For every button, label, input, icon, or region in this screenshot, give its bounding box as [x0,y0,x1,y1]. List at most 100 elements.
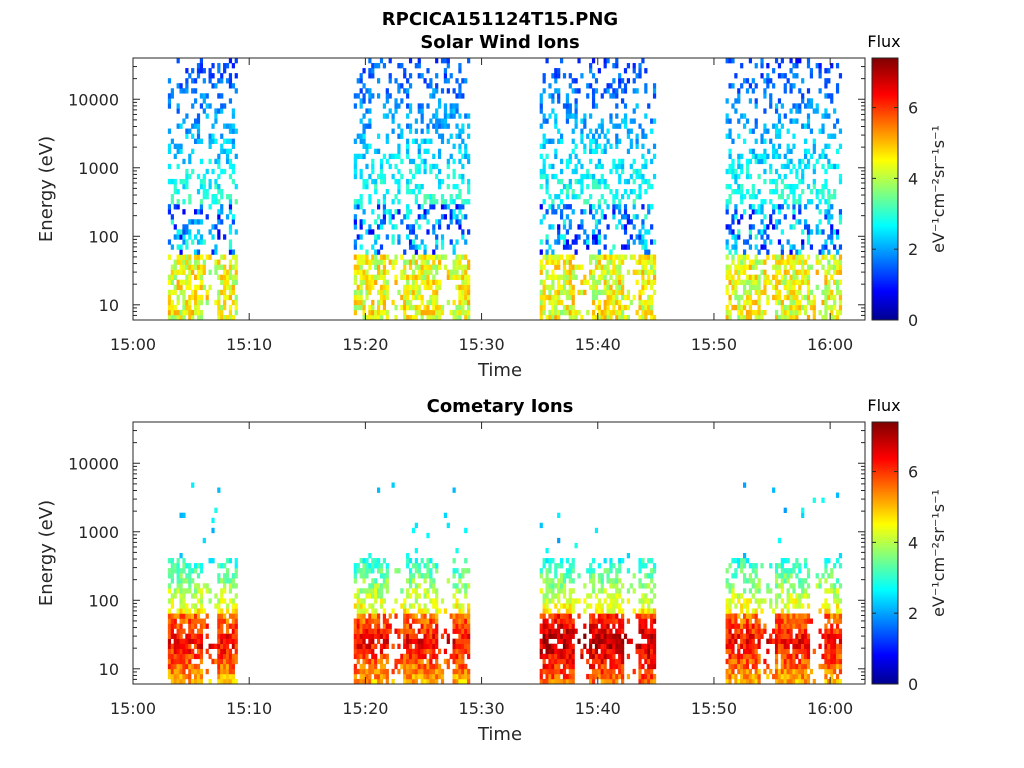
spectrogram-cell [188,314,192,321]
spectrogram-cell [734,573,738,579]
spectrogram-cell [591,628,596,634]
spectrogram-cell [754,648,758,655]
spectrogram-cell [211,658,215,665]
spectrogram-cell [461,178,465,185]
spectrogram-cell [652,153,657,160]
spectrogram-cell [377,204,381,210]
spectrogram-cell [647,299,651,306]
spectrogram-cell [783,678,787,685]
spectrogram-cell [798,204,802,210]
spectrogram-cell [647,274,651,280]
spectrogram-cell [594,259,599,265]
spectrogram-cell [406,93,410,99]
spectrogram-cell [786,143,790,149]
spectrogram-cell [751,279,755,286]
spectrogram-cell [426,83,430,89]
spectrogram-cell [644,658,648,665]
spectrogram-cell [560,623,564,629]
spectrogram-cell [408,623,413,629]
spectrogram-cell [170,219,174,225]
spectrogram-cell [234,274,238,280]
spectrogram-cell [208,678,212,685]
spectrogram-cell [196,284,201,291]
spectrogram-cell [182,512,186,519]
spectrogram-cell [609,618,613,624]
spectrogram-cell [589,254,593,260]
spectrogram-cell [777,128,782,134]
spectrogram-cell [217,663,221,670]
spectrogram-cell [838,214,843,220]
spectrogram-cell [571,648,575,655]
spectrogram-cell [560,653,564,660]
spectrogram-cell [571,309,575,316]
spectrogram-cell [615,269,619,275]
spectrogram-cell [228,304,233,311]
spectrogram-cell [824,113,828,119]
spectrogram-cell [760,309,764,316]
spectrogram-cell [461,274,465,280]
spectrogram-cell [214,244,218,250]
spectrogram-cell [173,264,177,270]
spectrogram-cell [365,588,369,594]
spectrogram-cell [560,613,564,619]
spectrogram-cell [650,309,654,316]
spectrogram-cell [606,204,610,210]
spectrogram-cell [182,229,186,235]
spectrogram-cell [763,148,767,155]
spectrogram-cell [766,673,770,680]
spectrogram-cell [234,88,238,94]
spectrogram-cell [731,58,735,64]
spectrogram-cell [780,668,784,675]
spectrogram-cell [417,168,421,175]
spectrogram-cell [833,269,837,275]
spectrogram-cell [621,608,625,614]
spectrogram-cell [179,608,183,614]
spectrogram-cell [777,289,782,296]
spectrogram-cell [618,643,622,650]
spectrogram-cell [821,289,825,296]
spectrogram-cell [743,194,747,200]
spectrogram-cell [429,653,433,660]
spectrogram-cell [199,623,204,629]
spectrogram-cell [353,219,357,225]
spectrogram-cell [772,284,776,291]
spectrogram-cell [464,568,468,574]
spectrogram-cell [458,88,462,94]
spectrogram-cell [231,289,235,296]
spectrogram-cell [763,623,767,629]
spectrogram-cell [594,603,599,609]
spectrogram-cell [780,598,784,604]
spectrogram-cell [199,598,204,604]
spectrogram-cell [188,229,192,235]
spectrogram-cell [435,663,439,670]
spectrogram-cell [225,279,230,286]
spectrogram-cell [650,643,654,650]
spectrogram-cell [815,63,819,69]
spectrogram-cell [217,563,221,569]
spectrogram-cell [394,224,398,230]
spectrogram-cell [223,573,227,579]
spectrogram-cell [809,299,814,306]
spectrogram-cell [202,108,206,114]
spectrogram-cell [408,558,413,564]
spectrogram-cell [754,279,758,286]
spectrogram-cell [539,668,543,675]
spectrogram-cell [423,668,427,675]
spectrogram-cell [542,78,546,84]
spectrogram-cell [600,289,604,296]
spectrogram-cell [565,93,570,99]
spectrogram-cell [449,274,453,280]
spectrogram-cell [615,628,619,634]
spectrogram-cell [173,613,177,619]
spectrogram-cell [234,573,238,579]
spectrogram-cell [542,294,546,301]
spectrogram-cell [225,668,230,675]
spectrogram-cell [751,648,755,655]
spectrogram-cell [391,608,395,614]
spectrogram-cell [423,279,427,286]
spectrogram-cell [231,314,235,321]
spectrogram-cell [420,204,424,210]
spectrogram-cell [626,194,631,200]
spectrogram-cell [374,309,378,316]
spectrogram-cell [798,284,802,291]
